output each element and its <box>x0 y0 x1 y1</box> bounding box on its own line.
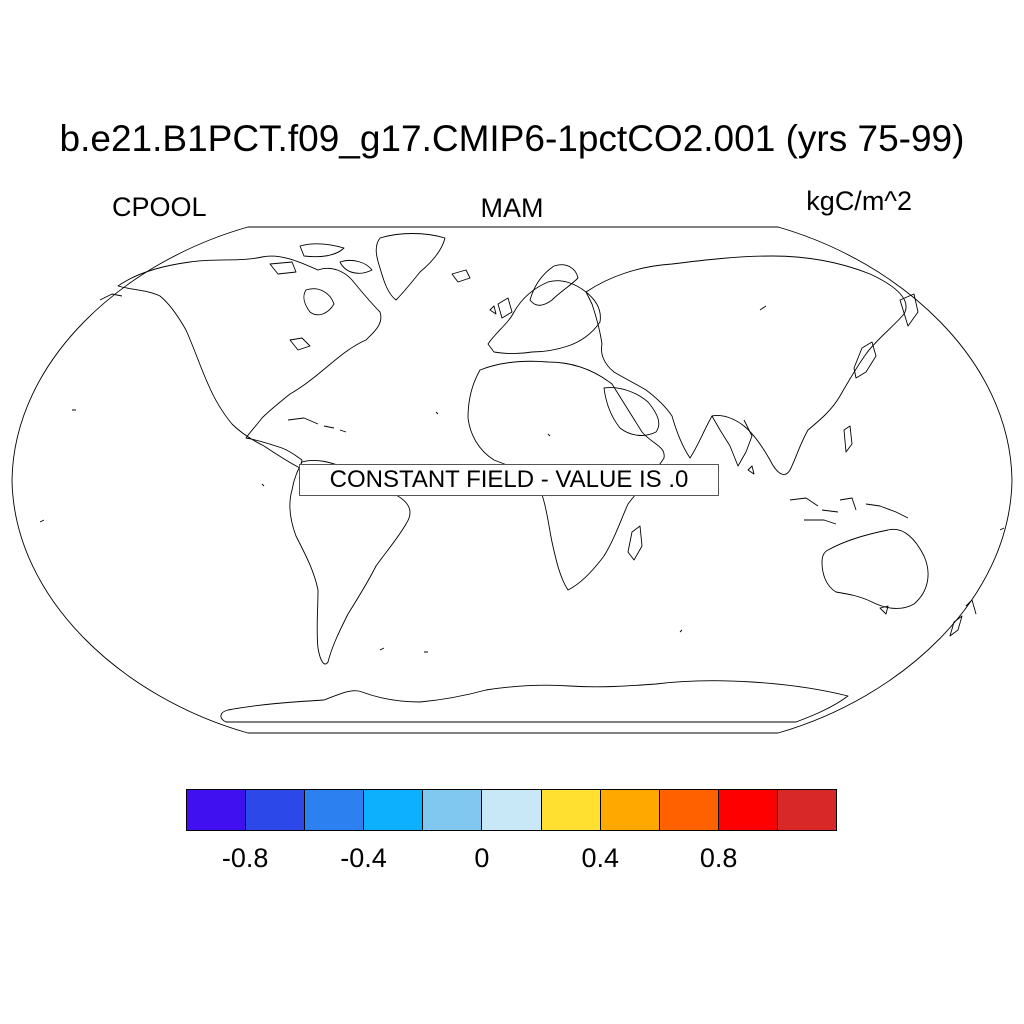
colorbar-swatch <box>305 790 365 830</box>
africa-coastline <box>467 360 665 591</box>
scandinavia-coastline <box>529 264 579 306</box>
small-islands <box>39 305 1005 653</box>
colorbar-swatch <box>659 790 719 830</box>
sri-lanka <box>747 465 755 475</box>
units-label: kgC/m^2 <box>806 186 912 216</box>
philippines <box>843 425 853 453</box>
colorbar-swatch <box>364 790 424 830</box>
colorbar-swatch <box>777 790 837 830</box>
season-label: MAM <box>480 193 544 223</box>
madagascar <box>627 525 643 561</box>
colorbar-swatch <box>187 790 247 830</box>
colorbar-swatch <box>718 790 778 830</box>
antarctica-coastline <box>220 680 849 723</box>
colorbar <box>186 789 837 831</box>
colorbar-tick-label: 0.8 <box>699 843 738 873</box>
colorbar-swatch <box>423 790 483 830</box>
north-america-coastline <box>117 255 382 469</box>
caribbean-islands <box>287 417 347 433</box>
colorbar-swatch <box>600 790 660 830</box>
kamchatka <box>899 293 919 327</box>
arabian-peninsula <box>603 387 660 436</box>
iceland <box>451 269 471 283</box>
india <box>711 415 753 467</box>
great-lakes <box>289 337 311 351</box>
colorbar-swatch <box>482 790 542 830</box>
asia-coastline <box>585 255 907 475</box>
colorbar-tick-label: -0.8 <box>221 843 269 873</box>
new-zealand <box>949 599 977 637</box>
aleutian-islands <box>99 293 123 301</box>
colorbar-swatch <box>246 790 306 830</box>
greenland-coastline <box>375 233 446 301</box>
british-isles <box>489 297 513 319</box>
colorbar-swatch <box>541 790 601 830</box>
japan <box>853 341 877 379</box>
tasmania <box>879 605 889 615</box>
map-boundary <box>11 226 1013 734</box>
variable-label: CPOOL <box>112 192 207 222</box>
indonesia <box>789 497 909 525</box>
constant-field-notice: CONSTANT FIELD - VALUE IS .0 <box>299 464 719 496</box>
colorbar-tick-label: -0.4 <box>340 843 387 873</box>
colorbar-tick-label: 0 <box>474 843 490 873</box>
australia-coastline <box>821 528 929 609</box>
hudson-bay <box>303 288 335 316</box>
arctic-islands <box>269 243 373 275</box>
plot-title: b.e21.B1PCT.f09_g17.CMIP6-1pctCO2.001 (y… <box>59 118 965 159</box>
colorbar-tick-label: 0.4 <box>581 843 620 873</box>
europe-coastline <box>487 280 601 354</box>
